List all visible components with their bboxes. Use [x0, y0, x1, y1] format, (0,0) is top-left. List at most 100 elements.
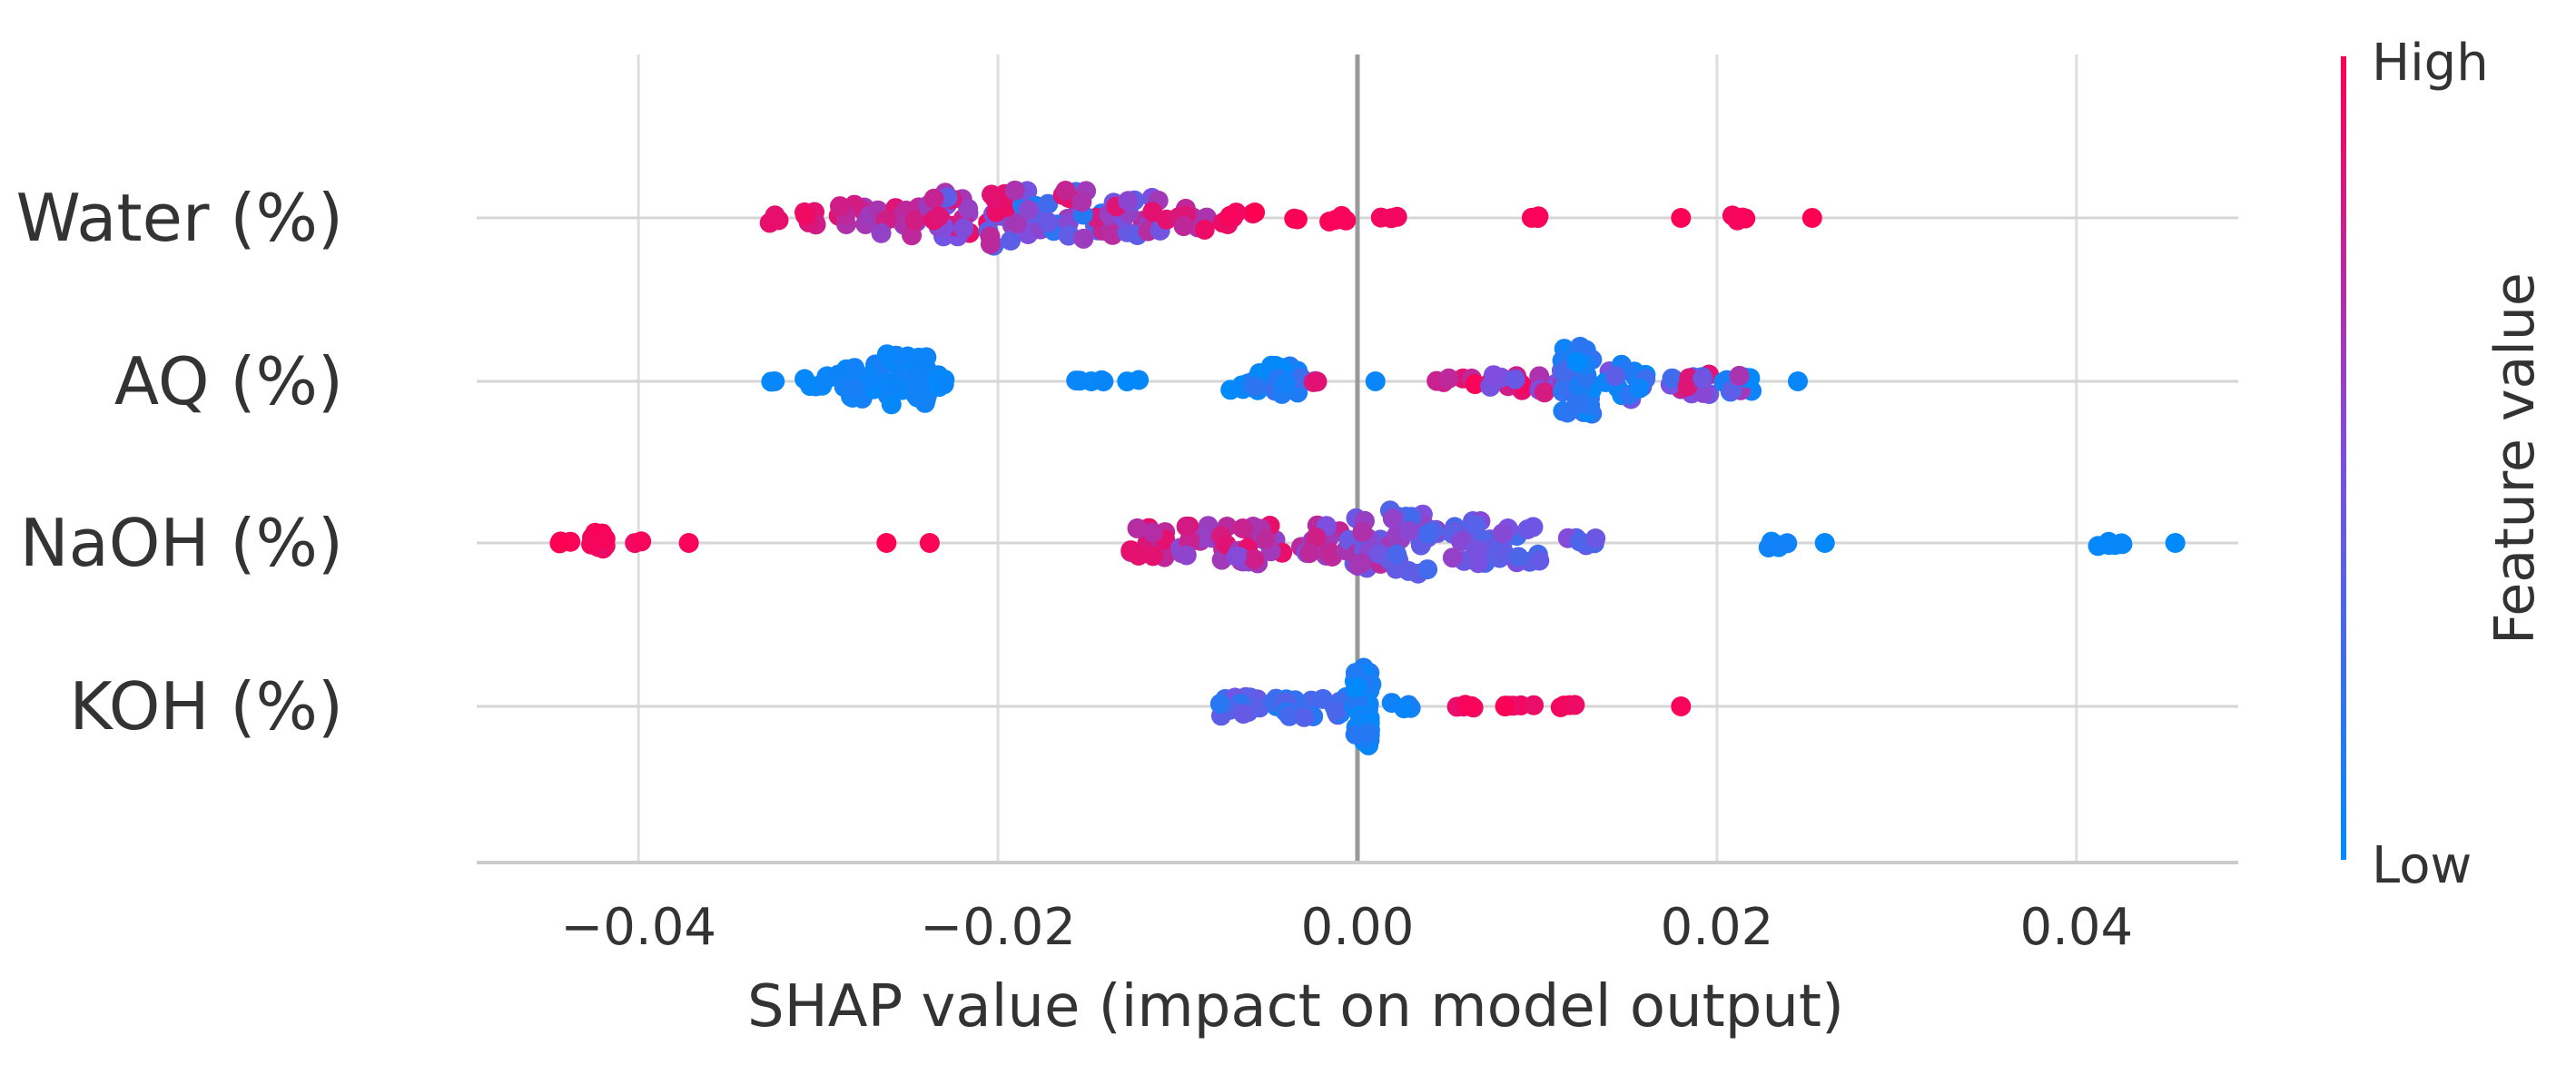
shap-point — [1370, 207, 1391, 228]
shap-point — [1118, 191, 1139, 212]
shap-point — [1336, 210, 1357, 231]
feature-label: KOH (%) — [69, 668, 343, 745]
shap-point — [1394, 698, 1415, 719]
shap-point — [1758, 538, 1779, 557]
shap-point — [1483, 365, 1504, 386]
shap-point — [1352, 522, 1373, 543]
shap-point — [1319, 212, 1340, 232]
shap-point — [631, 531, 652, 552]
shap-point — [1244, 548, 1265, 569]
shap-point — [881, 394, 902, 415]
shap-point — [1693, 382, 1713, 403]
shap-point — [1294, 706, 1315, 727]
shap-point — [1534, 382, 1554, 403]
shap-point — [905, 385, 926, 406]
shap-point — [1275, 372, 1296, 393]
shap-point — [1671, 208, 1692, 228]
shap-point — [1801, 208, 1822, 228]
shap-point — [1351, 553, 1371, 574]
shap-point — [795, 205, 815, 226]
shap-point — [1387, 544, 1407, 565]
shap-point — [1585, 528, 1606, 548]
shap-point — [1386, 558, 1406, 579]
shap-point — [1101, 224, 1122, 245]
shap-point — [1287, 209, 1308, 230]
shap-point — [1442, 547, 1463, 568]
shap-point — [1326, 700, 1347, 721]
shap-point — [678, 533, 699, 553]
colorbar-gradient — [2341, 56, 2346, 860]
shap-point — [1567, 394, 1588, 415]
shap-point — [1232, 518, 1253, 538]
shap-point — [1729, 365, 1750, 386]
shap-point — [876, 533, 897, 553]
shap-point — [1508, 547, 1529, 567]
shap-point — [876, 344, 897, 365]
x-axis: −0.04 −0.02 0.00 0.02 0.04 — [477, 861, 2238, 957]
shap-point — [765, 371, 785, 391]
shap-point — [980, 226, 1001, 247]
shap-point — [897, 346, 918, 367]
shap-point — [919, 533, 940, 553]
shap-point — [958, 198, 979, 219]
shap-point — [1387, 206, 1407, 227]
shap-point — [2165, 533, 2186, 553]
shap-point — [1128, 546, 1149, 566]
shap-point — [1671, 696, 1692, 716]
shap-point — [1466, 539, 1486, 560]
shap-point — [1245, 202, 1266, 222]
shap-point — [1226, 546, 1247, 567]
shap-point — [1142, 522, 1163, 543]
shap-point — [1570, 336, 1591, 357]
shap-point — [1233, 704, 1254, 725]
dots-layer — [549, 180, 2186, 755]
shap-point — [1038, 212, 1059, 232]
shap-point — [1466, 515, 1486, 536]
shap-point — [1492, 523, 1513, 544]
shap-point — [800, 376, 821, 397]
feature-label: AQ (%) — [114, 343, 343, 419]
shap-point — [1246, 377, 1267, 397]
shap-point — [1693, 368, 1713, 389]
shap-point — [933, 374, 954, 395]
shap-point — [1365, 371, 1386, 391]
shap-point — [1451, 531, 1471, 552]
shap-point — [904, 210, 925, 231]
shap-point — [830, 196, 850, 217]
colorbar-high-label: High — [2372, 34, 2489, 93]
shap-point — [1142, 546, 1163, 567]
shap-point — [1564, 695, 1585, 715]
shap-point — [1219, 205, 1240, 226]
shap-point — [1004, 180, 1025, 201]
shap-point — [1093, 371, 1114, 392]
shap-point — [1529, 550, 1550, 571]
shap-point — [1176, 545, 1197, 566]
shap-point — [1788, 371, 1808, 391]
shap-point — [1038, 193, 1059, 214]
shap-point — [1662, 368, 1683, 389]
shap-point — [1001, 231, 1022, 251]
shap-point — [1209, 694, 1230, 715]
colorbar-low-label: Low — [2372, 836, 2472, 895]
shap-point — [1417, 523, 1438, 544]
shap-point — [1173, 216, 1194, 237]
shap-point — [929, 206, 949, 227]
shap-point — [953, 218, 974, 239]
shap-point — [923, 188, 944, 209]
shap-point — [1569, 531, 1590, 552]
shap-point — [871, 222, 892, 243]
shap-point — [1255, 528, 1276, 549]
shap-point — [844, 358, 865, 379]
shap-point — [1523, 517, 1544, 538]
shap-point — [885, 379, 906, 399]
shap-point — [859, 367, 880, 388]
shap-point — [1495, 696, 1515, 717]
feature-label: NaOH (%) — [20, 505, 343, 581]
shap-point — [1127, 518, 1148, 538]
x-tick-label: −0.04 — [560, 898, 716, 957]
shap-point — [1306, 527, 1327, 547]
shap-point — [1398, 520, 1419, 541]
shap-point — [1319, 542, 1340, 563]
x-tick-label: 0.00 — [1301, 898, 1415, 957]
